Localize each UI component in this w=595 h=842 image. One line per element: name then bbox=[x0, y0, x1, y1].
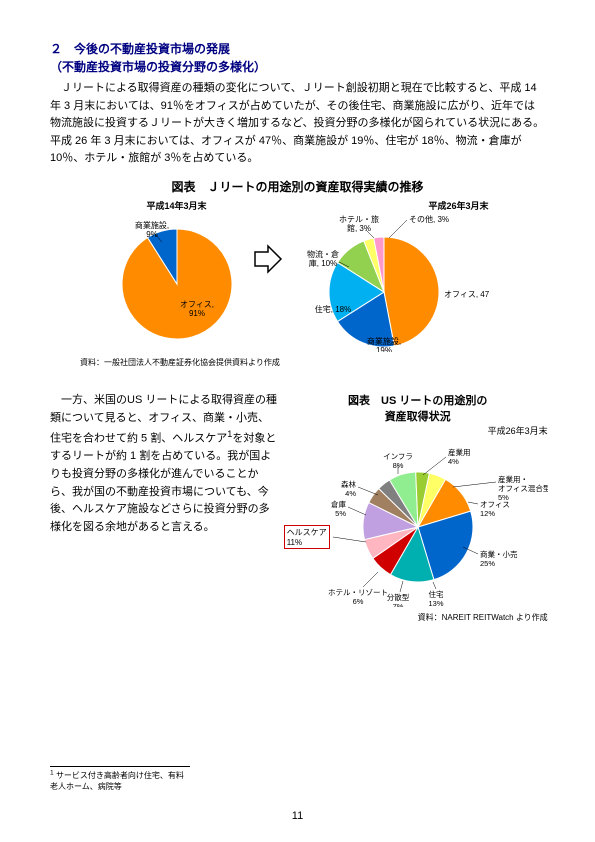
svg-text:産業用: 産業用 bbox=[448, 447, 471, 457]
svg-text:25%: 25% bbox=[480, 559, 495, 568]
svg-text:庫, 10%: 庫, 10% bbox=[308, 258, 336, 268]
svg-text:19%: 19% bbox=[375, 346, 391, 352]
paragraph-2: 一方、米国のUS リートによる取得資産の種類について見ると、オフィス、商業・小売… bbox=[50, 392, 278, 536]
para2b: を対象とするリートが約 1 割を占めている。我が国よりも投資分野の多様化が進んで… bbox=[50, 433, 276, 533]
footnote: 1 サービス付き高齢者向け住宅、有料老人ホーム、病院等 bbox=[50, 766, 190, 792]
svg-text:オフィス混合型: オフィス混合型 bbox=[498, 483, 548, 493]
svg-text:4%: 4% bbox=[448, 457, 459, 466]
svg-text:5%: 5% bbox=[498, 493, 509, 502]
svg-text:5%: 5% bbox=[335, 509, 346, 518]
svg-text:ホテル・リゾート: ホテル・リゾート bbox=[328, 588, 388, 597]
page-number: 11 bbox=[0, 810, 595, 822]
svg-text:インフラ: インフラ bbox=[383, 452, 413, 461]
svg-text:分散型: 分散型 bbox=[386, 592, 409, 602]
pie-us-svg: オフィス12%商業・小売25%住宅13%分散型7%ホテル・リゾート6%倉庫5%森… bbox=[288, 437, 548, 607]
pie-right-svg: オフィス, 47%商業施設,19%住宅, 18%物流・倉庫, 10%ホテル・旅館… bbox=[289, 212, 489, 352]
svg-text:その他, 3%: その他, 3% bbox=[409, 214, 449, 224]
svg-text:産業用・: 産業用・ bbox=[498, 474, 528, 484]
svg-text:12%: 12% bbox=[480, 509, 495, 518]
heading-line1: ２ 今後の不動産投資市場の発展 bbox=[50, 40, 545, 58]
svg-text:4%: 4% bbox=[345, 489, 356, 498]
paragraph-2-col: 一方、米国のUS リートによる取得資産の種類について見ると、オフィス、商業・小売… bbox=[50, 392, 288, 623]
footnote-num: 1 bbox=[50, 769, 54, 776]
svg-text:商業施設,: 商業施設, bbox=[134, 220, 168, 230]
svg-text:商業施設,: 商業施設, bbox=[366, 336, 400, 346]
lower-row: 一方、米国のUS リートによる取得資産の種類について見ると、オフィス、商業・小売… bbox=[50, 392, 545, 623]
chart1-left-date: 平成14年3月末 bbox=[107, 199, 247, 212]
chart1-title: 図表 Ｊリートの用途別の資産取得実績の推移 bbox=[50, 178, 545, 195]
arrow-icon bbox=[253, 244, 283, 274]
heading-line2: （不動産投資市場の投資分野の多様化） bbox=[50, 58, 545, 76]
svg-text:ホテル・旅: ホテル・旅 bbox=[339, 214, 379, 224]
chart1-left-pie: 平成14年3月末 商業施設,9% オフィス,91% bbox=[107, 199, 247, 345]
chart2-col: 図表 US リートの用途別の 資産取得状況 平成26年3月末 オフィス12%商業… bbox=[288, 392, 548, 623]
svg-text:7%: 7% bbox=[392, 602, 403, 607]
chart1-right-date: 平成26年3月末 bbox=[428, 199, 488, 212]
footnote-text: サービス付き高齢者向け住宅、有料老人ホーム、病院等 bbox=[50, 771, 184, 791]
svg-text:倉庫: 倉庫 bbox=[331, 499, 346, 509]
chart2-title-2: 資産取得状況 bbox=[288, 408, 548, 424]
svg-text:オフィス, 47%: オフィス, 47% bbox=[444, 290, 489, 299]
svg-text:森林: 森林 bbox=[341, 479, 356, 489]
svg-text:住宅, 18%: 住宅, 18% bbox=[314, 304, 350, 314]
section-heading: ２ 今後の不動産投資市場の発展 （不動産投資市場の投資分野の多様化） bbox=[50, 40, 545, 76]
healthcare-highlight: ヘルスケア 11% bbox=[284, 525, 330, 549]
svg-text:物流・倉: 物流・倉 bbox=[307, 249, 339, 259]
svg-text:オフィス,: オフィス, bbox=[179, 300, 213, 309]
paragraph-1: Ｊリートによる取得資産の種類の変化について、Ｊリート創設初期と現在で比較すると、… bbox=[50, 80, 545, 168]
svg-text:商業・小売: 商業・小売 bbox=[480, 549, 518, 559]
chart2-title-1: 図表 US リートの用途別の bbox=[288, 392, 548, 408]
svg-text:6%: 6% bbox=[352, 597, 363, 606]
chart2-pie-wrap: オフィス12%商業・小売25%住宅13%分散型7%ホテル・リゾート6%倉庫5%森… bbox=[288, 437, 548, 610]
chart2-date: 平成26年3月末 bbox=[288, 424, 548, 437]
pie-slice-オフィス bbox=[384, 237, 439, 346]
svg-text:13%: 13% bbox=[428, 599, 443, 607]
chart1-row: 平成14年3月末 商業施設,9%オフィス,91% 平成26年3月末 オフィス, … bbox=[50, 199, 545, 355]
chart1-right-pie: 平成26年3月末 オフィス, 47% 商業施設,19% 住宅, 18% 物流・倉庫, … bbox=[289, 199, 489, 355]
chart2-source: 資料：NAREIT REITWatch より作成 bbox=[288, 612, 548, 623]
svg-text:9%: 9% bbox=[146, 230, 158, 239]
svg-text:住宅: 住宅 bbox=[428, 589, 443, 599]
chart1-source: 資料：一般社団法人不動産証券化協会提供資料より作成 bbox=[80, 357, 545, 368]
pie-left-svg: 商業施設,9% オフィス,91% bbox=[107, 212, 247, 342]
svg-text:91%: 91% bbox=[188, 309, 204, 318]
